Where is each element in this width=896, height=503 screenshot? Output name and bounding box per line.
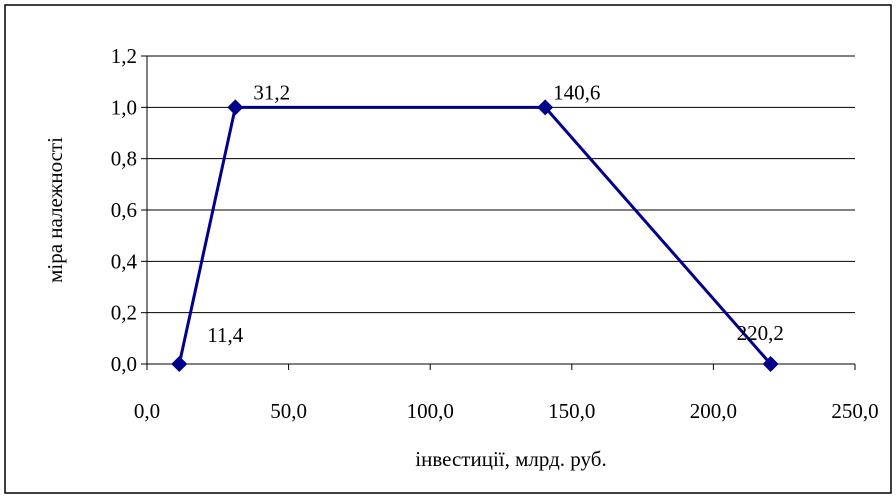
x-tick-labels: 0,0 50,0 100,0 150,0 200,0 250,0	[134, 399, 879, 423]
x-tick-label: 250,0	[831, 399, 878, 423]
series-line	[177, 105, 772, 365]
data-point-marker	[762, 356, 779, 372]
y-axis-title: міра належності	[43, 137, 67, 283]
y-tick-label: 0,6	[111, 198, 137, 222]
data-point-marker	[171, 356, 188, 372]
data-label: 220,2	[737, 321, 784, 345]
x-tick-label: 100,0	[407, 399, 454, 423]
data-label: 140,6	[553, 80, 600, 104]
y-tick-label: 0,0	[111, 352, 137, 376]
y-tick-label: 1,2	[111, 44, 137, 68]
data-label: 11,4	[207, 323, 243, 347]
y-tick-label: 0,8	[111, 147, 137, 171]
y-tick-label: 0,2	[111, 301, 137, 325]
x-axis-title: інвестиції, млрд. руб.	[415, 447, 606, 471]
data-point-marker	[537, 99, 554, 116]
data-labels-group: 11,4 31,2 140,6 220,2	[207, 80, 784, 347]
data-point-marker	[227, 99, 244, 116]
data-label: 31,2	[253, 80, 290, 104]
axes	[141, 55, 856, 370]
y-tick-labels: 0,0 0,2 0,4 0,6 0,8 1,0 1,2	[111, 44, 138, 376]
x-tick-label: 150,0	[548, 399, 595, 423]
x-tick-label: 50,0	[270, 399, 307, 423]
y-tick-label: 0,4	[111, 249, 138, 273]
y-tick-label: 1,0	[111, 95, 137, 119]
chart-border	[4, 4, 892, 494]
x-tick-label: 0,0	[134, 399, 160, 423]
series-group	[171, 99, 779, 372]
x-tick-label: 200,0	[690, 399, 737, 423]
